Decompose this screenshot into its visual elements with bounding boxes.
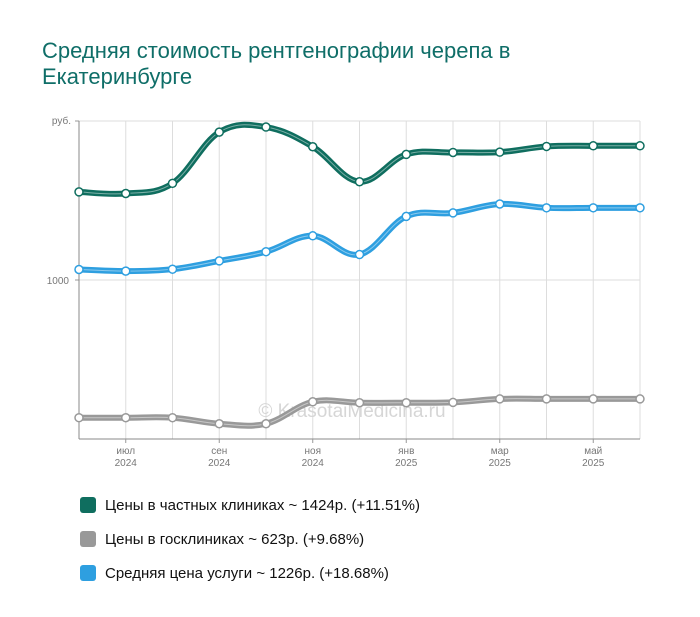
data-point-public (308, 397, 318, 407)
x-tick-label-month: янв (398, 446, 414, 457)
x-tick-label-month: ноя (305, 446, 322, 457)
legend-label-average: Средняя цена услуги (105, 564, 253, 582)
x-tick-label-month: мар (491, 446, 509, 457)
x-tick-label-year: 2025 (582, 458, 605, 469)
y-tick-label: 1000 (47, 276, 70, 287)
data-point-private (495, 147, 505, 157)
legend-label-private: Цены в частных клиниках (105, 496, 285, 514)
legend-item-average[interactable]: Средняя цена услуги ~ 1226р. (+18.68%) (80, 556, 420, 590)
x-tick-label-month: май (584, 446, 602, 457)
x-tick-label-year: 2025 (395, 458, 418, 469)
data-point-average (588, 203, 598, 213)
legend-summary-average: ~ 1226р. (+18.68%) (256, 564, 389, 582)
legend-summary-private: ~ 1424р. (+11.51%) (288, 496, 420, 514)
data-point-public (121, 412, 131, 423)
data-point-private (588, 141, 598, 151)
legend-swatch-public (80, 531, 96, 547)
data-point-public (448, 397, 458, 408)
data-point-public (74, 412, 84, 423)
data-point-public (541, 394, 552, 404)
x-tick-label-year: 2024 (115, 458, 138, 469)
legend-item-public[interactable]: Цены в госклиниках ~ 623р. (+9.68%) (80, 522, 420, 556)
chart-title: Средняя стоимость рентгенографии черепа … (42, 38, 511, 89)
data-point-public (354, 397, 365, 408)
legend-swatch-private (80, 497, 96, 513)
data-point-public (261, 418, 271, 429)
legend-summary-public: ~ 623р. (+9.68%) (248, 530, 365, 548)
data-point-private (635, 141, 645, 151)
data-point-private (74, 187, 84, 197)
x-tick-label-year: 2024 (302, 458, 325, 469)
legend-item-private[interactable]: Цены в частных клиниках ~ 1424р. (+11.51… (80, 488, 420, 522)
legend-swatch-average (80, 565, 96, 581)
data-point-private (354, 176, 365, 187)
data-point-average (448, 208, 458, 218)
data-point-public (401, 397, 411, 408)
data-point-private (261, 122, 271, 132)
y-unit-label: руб. (52, 115, 71, 127)
data-point-private (167, 178, 178, 189)
data-point-public (635, 394, 645, 404)
data-point-average (308, 231, 318, 241)
data-point-private (214, 127, 224, 137)
data-point-average (261, 246, 271, 257)
data-point-private (121, 188, 131, 199)
line-chart: 1000руб.июл2024сен2024ноя2024янв2025мар2… (47, 115, 645, 469)
data-point-public (167, 412, 178, 423)
data-point-average (121, 266, 131, 276)
x-tick-label-year: 2024 (208, 458, 231, 469)
data-point-average (74, 264, 84, 275)
legend: Цены в частных клиниках ~ 1424р. (+11.51… (80, 488, 420, 590)
data-point-private (448, 147, 458, 158)
data-point-private (541, 141, 552, 152)
data-point-average (495, 199, 505, 209)
data-point-average (635, 203, 645, 213)
data-point-average (214, 256, 224, 266)
legend-label-public: Цены в госклиниках (105, 530, 245, 548)
data-point-public (214, 418, 224, 429)
data-point-public (588, 394, 598, 404)
data-point-average (541, 203, 552, 213)
x-tick-label-month: июл (116, 446, 135, 457)
data-point-average (167, 264, 178, 274)
data-point-average (401, 211, 411, 222)
x-tick-label-month: сен (211, 446, 227, 457)
data-point-average (354, 249, 365, 260)
data-point-private (308, 142, 318, 152)
data-point-private (401, 149, 411, 160)
x-tick-label-year: 2025 (489, 458, 512, 469)
data-point-public (495, 394, 505, 404)
